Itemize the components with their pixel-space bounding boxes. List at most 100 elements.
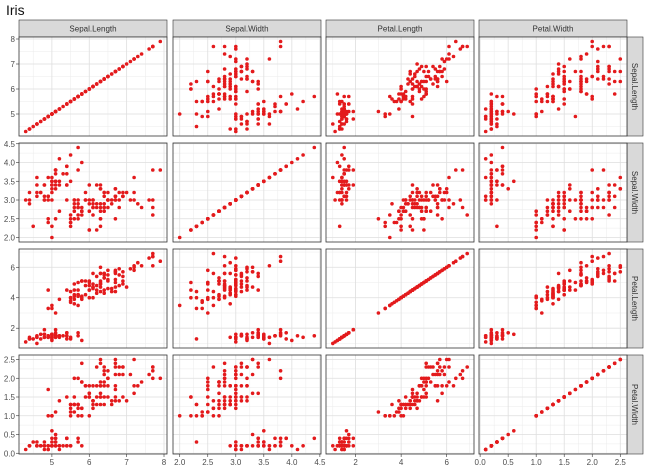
data-point: [376, 217, 381, 221]
data-point: [596, 256, 600, 260]
data-point: [556, 399, 561, 403]
data-point: [113, 372, 118, 377]
data-point: [601, 254, 606, 259]
data-point: [65, 395, 69, 399]
panel-border: [478, 36, 628, 137]
data-point: [540, 311, 544, 315]
data-point: [245, 57, 249, 61]
data-point: [399, 228, 403, 232]
data-point: [211, 99, 216, 104]
data-point: [239, 114, 244, 119]
data-point: [245, 67, 249, 71]
data-point: [132, 384, 136, 388]
data-point: [489, 172, 494, 176]
y-tick-label-sepal-width: 3.0: [4, 196, 16, 205]
data-point: [545, 292, 550, 297]
data-point: [245, 279, 249, 283]
data-point: [27, 198, 32, 202]
data-point: [612, 271, 617, 276]
data-point: [65, 198, 69, 202]
data-point: [551, 294, 555, 299]
data-point: [331, 444, 335, 448]
data-point: [98, 217, 103, 221]
data-point: [410, 202, 415, 206]
data-point: [50, 332, 54, 337]
data-point: [500, 436, 505, 441]
data-point: [80, 160, 84, 165]
data-point: [194, 402, 199, 407]
data-point: [222, 294, 227, 299]
data-point: [267, 357, 272, 362]
data-point: [312, 334, 317, 338]
data-point: [35, 190, 39, 195]
data-point: [87, 391, 92, 396]
data-point: [113, 285, 118, 289]
page-title: Iris: [6, 2, 25, 18]
data-point: [534, 112, 538, 116]
data-point: [102, 202, 106, 206]
data-point: [109, 402, 114, 407]
data-point: [46, 444, 50, 448]
data-point: [438, 69, 442, 74]
data-point: [440, 391, 444, 396]
data-point: [415, 406, 419, 411]
data-point: [562, 190, 566, 195]
data-point: [72, 198, 77, 202]
data-point: [76, 436, 80, 441]
data-point: [579, 82, 583, 86]
data-point: [228, 302, 232, 306]
data-point: [403, 198, 408, 202]
data-point: [540, 299, 544, 303]
data-point: [397, 107, 401, 111]
data-point: [256, 274, 261, 279]
data-point: [579, 194, 583, 199]
data-point: [234, 84, 238, 89]
data-point: [72, 376, 77, 381]
data-point: [211, 289, 216, 294]
data-point: [239, 289, 244, 294]
data-point: [534, 209, 538, 213]
data-point: [206, 217, 210, 221]
data-point: [351, 109, 356, 114]
data-point: [392, 99, 397, 104]
data-point: [428, 380, 433, 384]
panel-border: [172, 36, 322, 137]
panel-border: [478, 354, 628, 455]
data-point: [53, 410, 58, 414]
data-point: [194, 306, 199, 311]
data-point: [102, 395, 106, 399]
data-point: [234, 127, 238, 131]
data-point: [540, 109, 544, 114]
data-point: [590, 94, 594, 99]
data-point: [72, 217, 77, 221]
data-point: [584, 52, 589, 56]
data-point: [250, 69, 255, 74]
data-point: [579, 283, 583, 288]
data-point: [422, 217, 426, 221]
data-point: [406, 77, 410, 81]
data-point: [579, 279, 583, 283]
data-point: [612, 194, 617, 199]
data-point: [234, 340, 238, 344]
data-point: [151, 264, 155, 268]
data-point: [556, 213, 561, 217]
data-point: [256, 334, 261, 338]
data-point: [579, 273, 583, 277]
data-point: [177, 303, 182, 308]
data-point: [534, 228, 538, 232]
data-point: [53, 432, 58, 437]
data-point: [267, 175, 272, 180]
x-tick-label-sepal-length: 5: [50, 458, 55, 467]
data-point: [106, 74, 110, 79]
data-point: [91, 399, 95, 403]
data-point: [222, 288, 227, 292]
data-point: [194, 289, 199, 294]
data-point: [424, 391, 429, 396]
panel-petal-width-vs-sepal-width: [172, 354, 322, 455]
data-point: [94, 205, 99, 210]
x-tick-label-petal-width: 1.0: [531, 458, 543, 467]
panel-border: [325, 354, 475, 455]
data-point: [568, 288, 572, 292]
data-point: [113, 357, 118, 362]
data-point: [435, 213, 440, 217]
